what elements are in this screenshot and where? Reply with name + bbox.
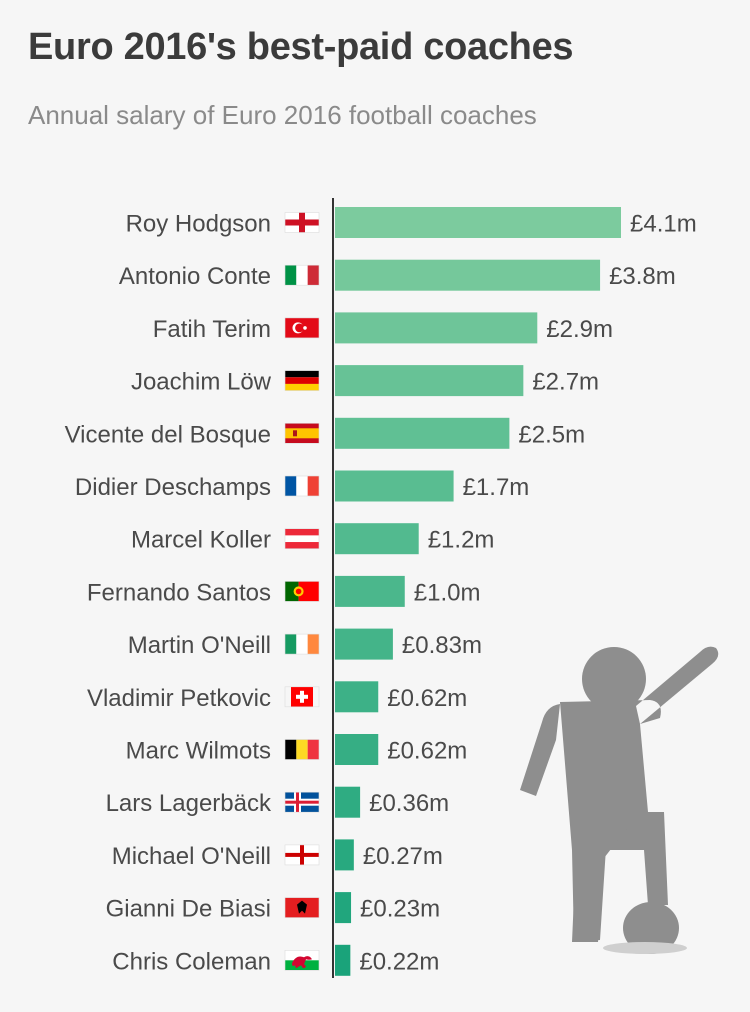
coach-row: Martin O'Neill £0.83m xyxy=(128,628,482,660)
category-label: Martin O'Neill xyxy=(128,632,271,659)
chart-subtitle: Annual salary of Euro 2016 football coac… xyxy=(28,100,537,130)
coach-row: Chris Coleman £0.22m xyxy=(112,944,439,976)
flag-switzerland-icon xyxy=(284,686,320,708)
flag-northern-ireland-icon xyxy=(284,844,320,866)
category-label: Lars Lagerbäck xyxy=(106,790,272,817)
flag-iceland-icon xyxy=(284,791,320,813)
bar xyxy=(335,681,379,713)
bar xyxy=(335,786,361,818)
coach-row: Vicente del Bosque £2.5m xyxy=(65,417,585,449)
category-label: Roy Hodgson xyxy=(126,211,271,238)
value-label: £0.83m xyxy=(402,632,482,659)
bar xyxy=(335,470,454,502)
bar xyxy=(335,312,538,344)
flag-albania-icon xyxy=(284,897,320,918)
category-label: Vicente del Bosque xyxy=(65,421,271,448)
category-label: Fernando Santos xyxy=(87,579,271,606)
value-label: £1.0m xyxy=(414,579,481,606)
flag-austria-icon xyxy=(284,528,320,550)
flag-england-icon xyxy=(284,212,320,233)
coach-row: Didier Deschamps £1.7m xyxy=(75,470,530,502)
value-label: £0.62m xyxy=(387,738,467,765)
value-label: £1.7m xyxy=(463,474,530,501)
value-label: £3.8m xyxy=(609,263,676,290)
flag-wales-icon xyxy=(284,949,320,971)
bar xyxy=(335,417,510,449)
footballer-illustration xyxy=(520,646,719,954)
chart-title: Euro 2016's best-paid coaches xyxy=(28,26,574,68)
coach-row: Gianni De Biasi £0.23m xyxy=(106,892,440,924)
coach-row: Fernando Santos £1.0m xyxy=(87,575,481,607)
value-label: £0.36m xyxy=(369,790,449,817)
category-label: Marcel Koller xyxy=(131,527,271,554)
flag-france-icon xyxy=(284,475,320,497)
bar xyxy=(335,207,621,238)
coach-row: Roy Hodgson £4.1m xyxy=(126,207,697,238)
flag-belgium-icon xyxy=(284,739,320,760)
bar xyxy=(335,734,379,765)
value-label: £0.22m xyxy=(359,948,439,975)
flag-portugal-icon xyxy=(284,581,320,602)
flag-ireland-icon xyxy=(284,633,320,655)
category-label: Didier Deschamps xyxy=(75,474,271,501)
bar xyxy=(335,575,405,607)
flag-italy-icon xyxy=(284,264,320,286)
coach-row: Marc Wilmots £0.62m xyxy=(126,734,467,765)
bar xyxy=(335,944,351,976)
value-label: £0.27m xyxy=(363,843,443,870)
category-label: Fatih Terim xyxy=(153,316,271,343)
coach-row: Joachim Löw £2.7m xyxy=(131,365,599,397)
category-label: Gianni De Biasi xyxy=(106,896,271,923)
coach-row: Marcel Koller £1.2m xyxy=(131,523,495,555)
flag-turkey-icon xyxy=(284,317,320,339)
value-label: £2.9m xyxy=(546,316,613,343)
bar xyxy=(335,523,419,555)
category-label: Michael O'Neill xyxy=(112,843,271,870)
bar xyxy=(335,839,354,871)
value-label: £2.5m xyxy=(518,421,585,448)
category-label: Vladimir Petkovic xyxy=(87,685,271,712)
value-label: £1.2m xyxy=(428,527,495,554)
category-label: Joachim Löw xyxy=(131,369,272,396)
category-label: Marc Wilmots xyxy=(126,738,271,765)
coach-row: Vladimir Petkovic £0.62m xyxy=(87,681,467,713)
bar xyxy=(335,892,352,924)
value-label: £0.62m xyxy=(387,685,467,712)
bar xyxy=(335,365,524,397)
coach-row: Lars Lagerbäck £0.36m xyxy=(106,786,449,818)
coach-row: Michael O'Neill £0.27m xyxy=(112,839,443,871)
category-label: Antonio Conte xyxy=(119,263,271,290)
value-label: £2.7m xyxy=(532,369,599,396)
category-label: Chris Coleman xyxy=(112,948,271,975)
value-label: £4.1m xyxy=(630,211,697,238)
coach-row: Antonio Conte £3.8m xyxy=(119,259,676,291)
value-label: £0.23m xyxy=(360,896,440,923)
flag-germany-icon xyxy=(284,370,320,391)
bar xyxy=(335,628,393,660)
bar xyxy=(335,259,601,291)
coach-row: Fatih Terim £2.9m xyxy=(153,312,613,344)
flag-spain-icon xyxy=(284,422,320,444)
